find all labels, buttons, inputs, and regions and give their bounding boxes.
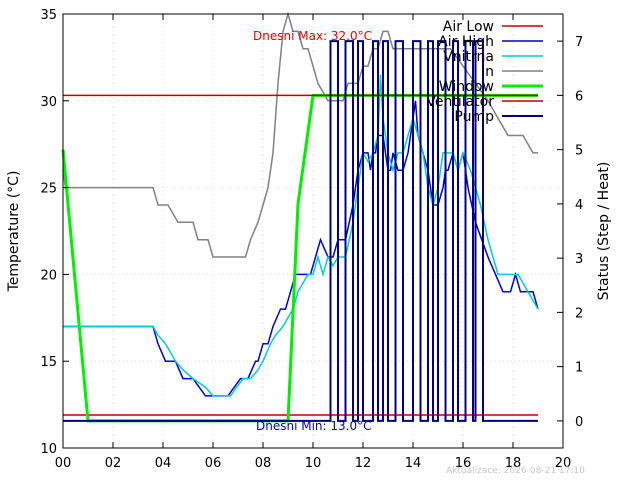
x-tick-label: 02 (105, 456, 122, 471)
y2-tick-label: 5 (575, 144, 583, 159)
y-axis-label: Temperature (°C) (6, 171, 22, 293)
max-annotation: Dnesni Max: 32.0°C (253, 29, 372, 43)
x-tick-label: 20 (555, 456, 572, 471)
y-tick-label: 15 (40, 355, 57, 370)
x-tick-label: 04 (155, 456, 172, 471)
y2-tick-label: 2 (575, 306, 583, 321)
x-tick-label: 18 (505, 456, 522, 471)
x-tick-label: 10 (305, 456, 322, 471)
legend-label-in: in (481, 64, 494, 80)
legend-label-pump: Pump (454, 109, 494, 125)
legend-label-air-high: Air High (438, 34, 494, 50)
y-tick-label: 20 (40, 268, 57, 283)
legend-label-window: Window (439, 79, 494, 95)
y-tick-label: 25 (40, 182, 57, 197)
y2-axis-label: Status (Step / Heat) (596, 162, 612, 301)
y2-tick-label: 6 (575, 89, 583, 104)
y-tick-label: 30 (40, 95, 57, 110)
x-tick-label: 00 (55, 456, 72, 471)
series-group (61, 11, 539, 423)
legend-label-air-low: Air Low (443, 19, 494, 35)
y2-tick-label: 4 (575, 198, 583, 213)
x-tick-label: 06 (205, 456, 222, 471)
y2-tick-label: 7 (575, 35, 583, 50)
legend-label-vnitrna: Vnitrna (443, 49, 494, 65)
ticks: 00 02 04 06 08 10 12 14 16 18 20101520253035012345… (40, 8, 583, 471)
y-tick-label: 10 (40, 442, 57, 457)
legend-label-ventilator: Ventilator (426, 94, 494, 110)
min-annotation: Dnesni Min: 13.0°C (256, 419, 371, 433)
x-tick-label: 16 (455, 456, 472, 471)
updated-timestamp: Aktualizace: 2026-08-21 17:10 (446, 466, 585, 476)
series-line-pump (63, 40, 538, 422)
y2-tick-label: 0 (575, 415, 583, 430)
y-tick-label: 35 (40, 8, 57, 23)
y2-tick-label: 3 (575, 252, 583, 267)
y2-tick-label: 1 (575, 361, 583, 376)
x-tick-label: 08 (255, 456, 272, 471)
x-tick-label: 14 (405, 456, 422, 471)
x-tick-label: 12 (355, 456, 372, 471)
